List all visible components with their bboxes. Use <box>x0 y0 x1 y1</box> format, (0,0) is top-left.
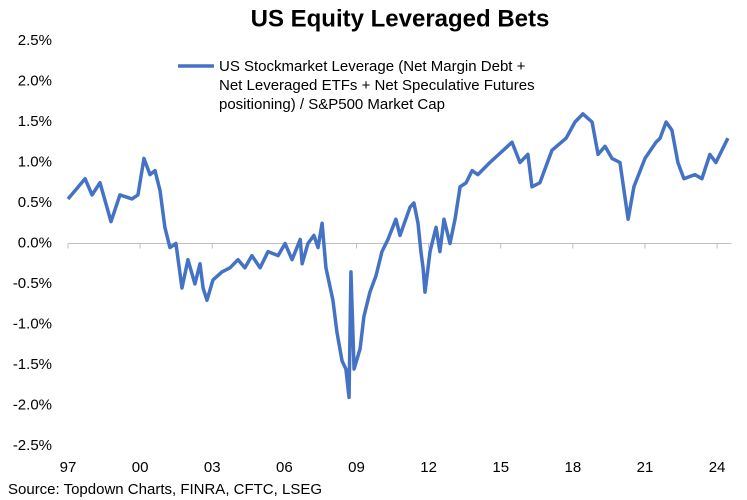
y-tick-label: 1.0% <box>18 153 52 170</box>
x-tick-label: 03 <box>204 459 221 476</box>
data-line <box>66 112 730 400</box>
y-tick-label: -0.5% <box>13 275 52 292</box>
x-tick-label: 24 <box>709 459 726 476</box>
y-tick-label: 0.0% <box>18 234 52 251</box>
x-tick-label: 06 <box>276 459 293 476</box>
y-tick-label: 0.5% <box>18 194 52 211</box>
chart-title: US Equity Leveraged Bets <box>251 5 550 32</box>
y-tick-label: -1.0% <box>13 315 52 332</box>
x-tick-label: 09 <box>348 459 365 476</box>
x-tick-label: 12 <box>420 459 437 476</box>
x-tick-label: 21 <box>637 459 654 476</box>
x-tick-label: 00 <box>132 459 149 476</box>
y-tick-label: 2.5% <box>18 32 52 49</box>
y-tick-label: 2.0% <box>18 72 52 89</box>
y-tick-label: 1.5% <box>18 113 52 130</box>
y-tick-label: -2.0% <box>13 396 52 413</box>
y-tick-label: -2.5% <box>13 437 52 454</box>
x-tick-label: 97 <box>60 459 77 476</box>
x-tick-label: 15 <box>492 459 509 476</box>
x-tick-label: 18 <box>564 459 581 476</box>
legend-label: US Stockmarket Leverage (Net Margin Debt… <box>219 58 535 113</box>
source-note: Source: Topdown Charts, FINRA, CFTC, LSE… <box>8 481 322 498</box>
y-tick-label: -1.5% <box>13 356 52 373</box>
